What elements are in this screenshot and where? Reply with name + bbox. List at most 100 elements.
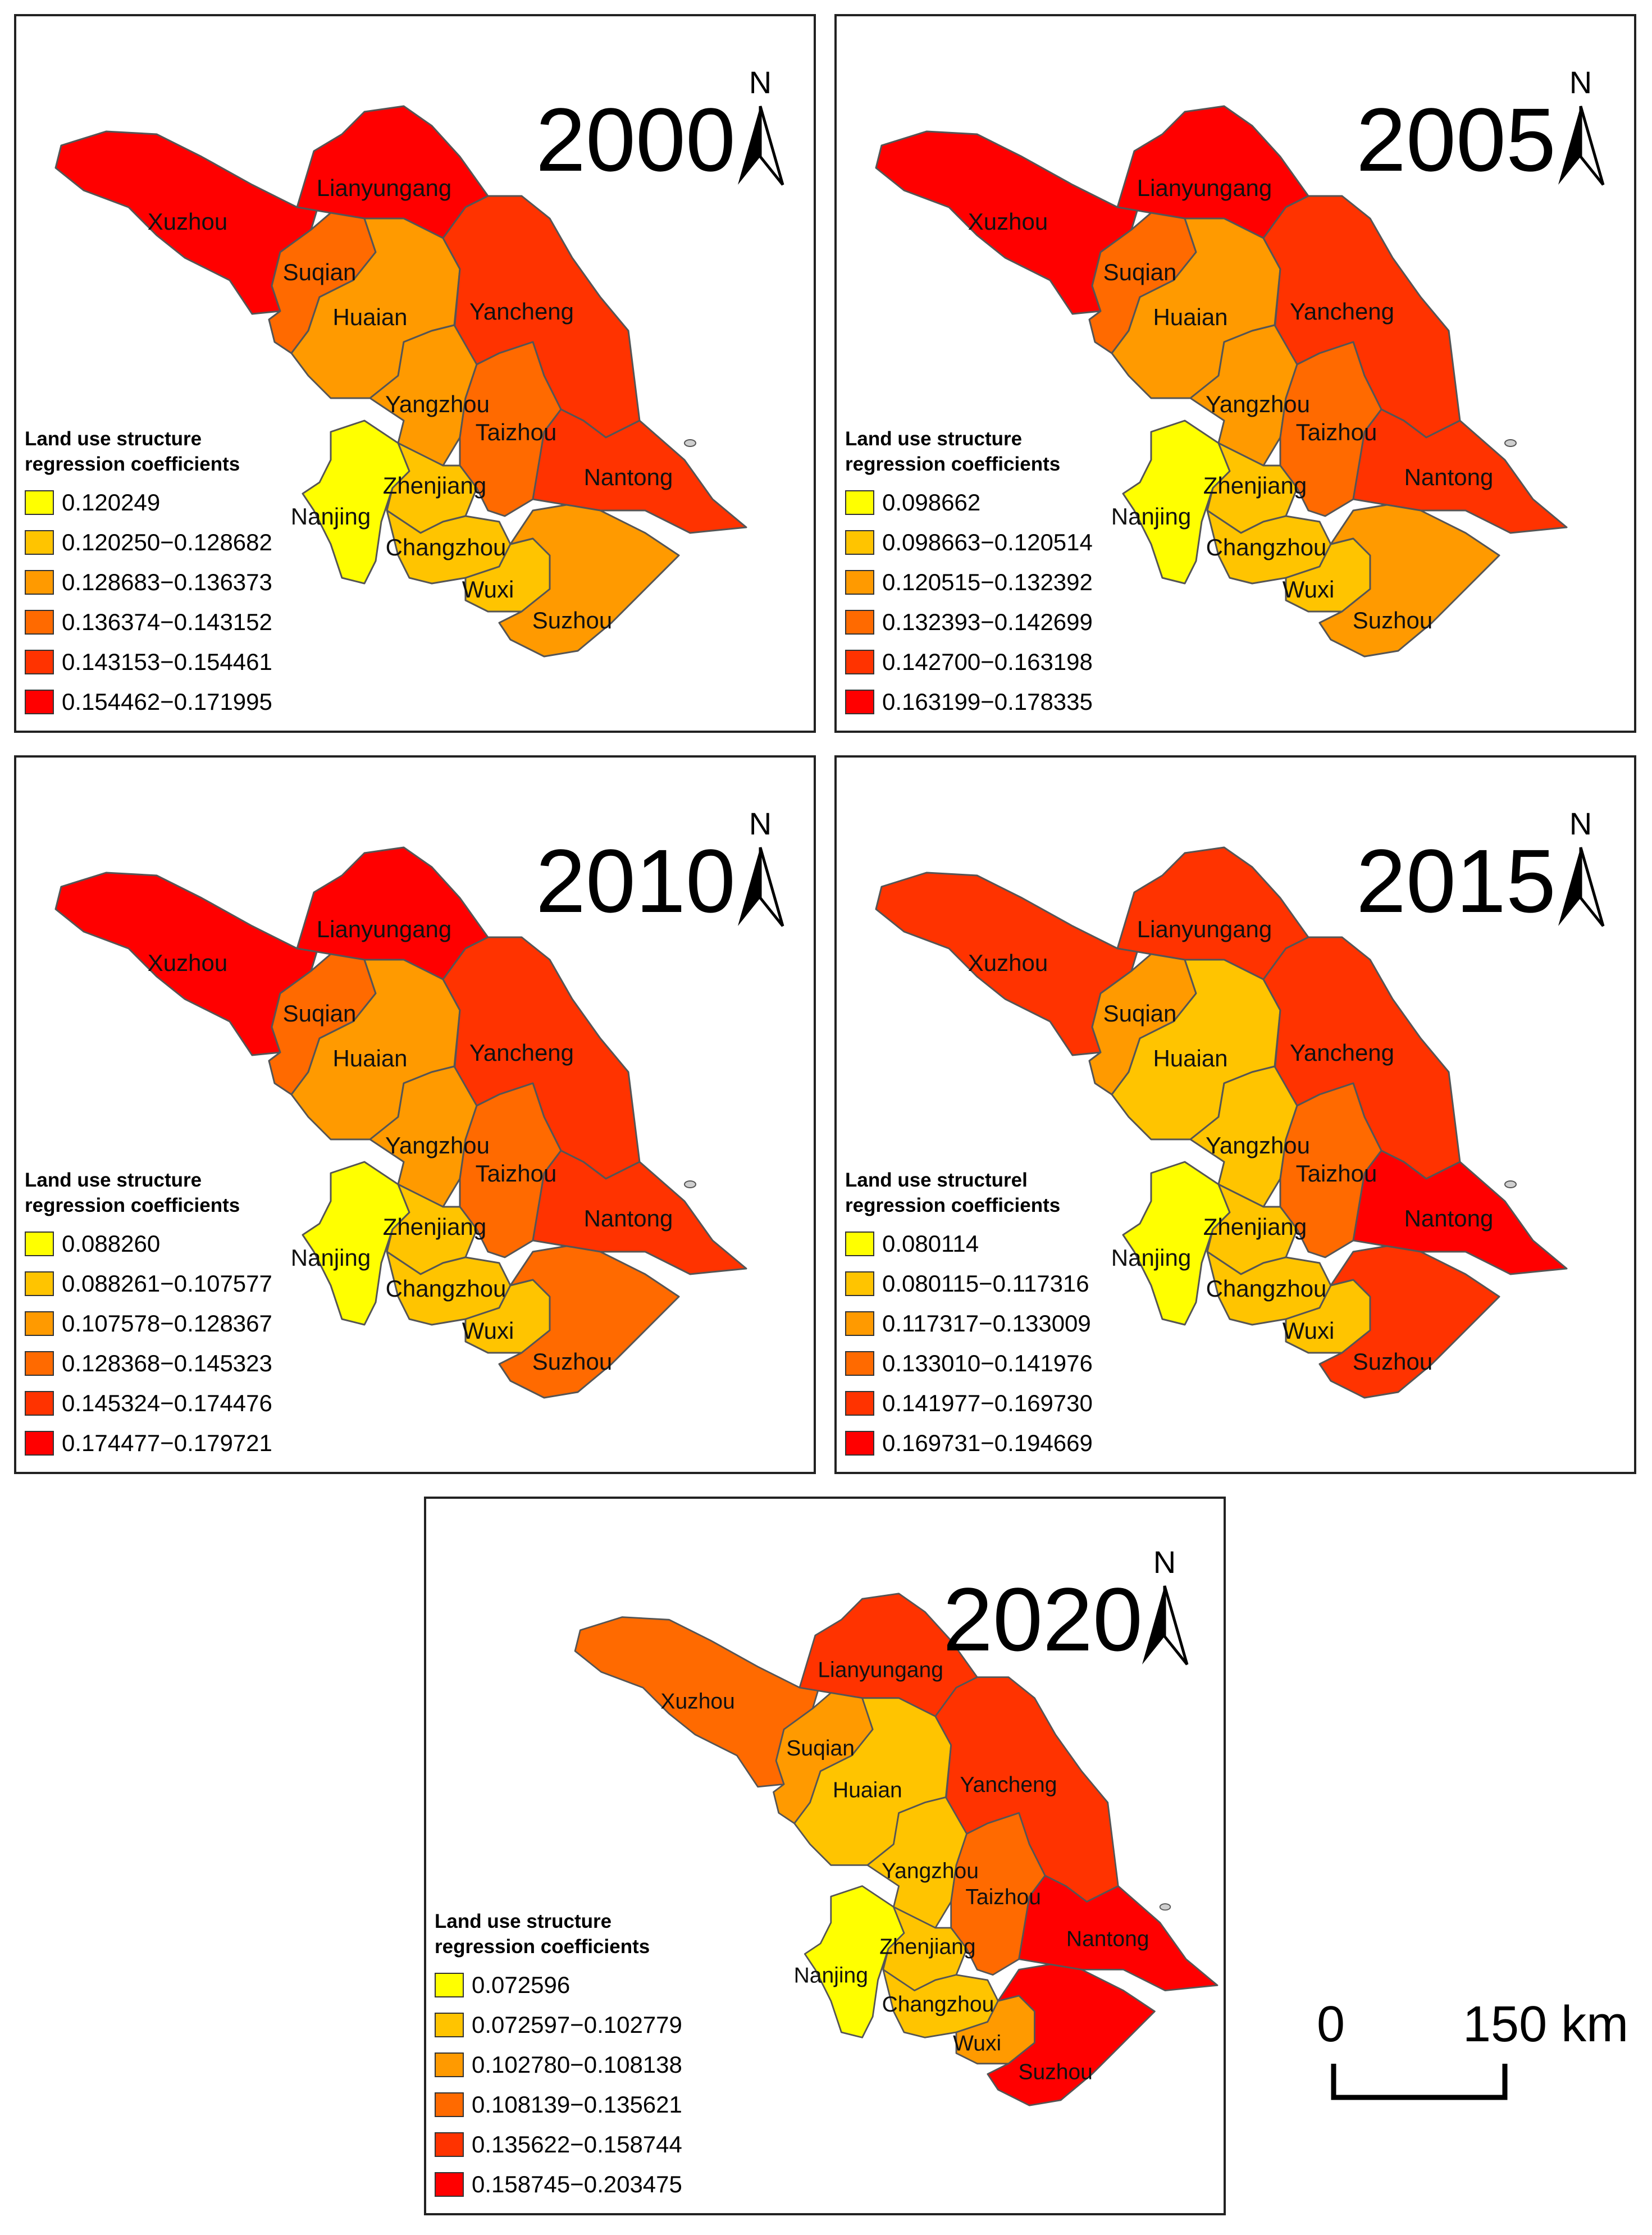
legend-item: 0.133010−0.141976 (845, 1343, 1093, 1383)
region-label-nantong: Nantong (1066, 1927, 1149, 1951)
legend-item: 0.142700−0.163198 (845, 642, 1093, 682)
region-suzhou (498, 504, 680, 658)
legend-item: 0.080115−0.117316 (845, 1264, 1093, 1303)
jiangsu-map: Xuzhou Lianyungang Suqian Huaian Yancheng Yan… (574, 1593, 1219, 2106)
region-label-taizhou: Taizhou (1296, 419, 1377, 445)
legend-swatch (25, 1430, 54, 1456)
legend-swatch (25, 1311, 54, 1336)
legend-swatch (845, 490, 874, 515)
legend-item: 0.135622−0.158744 (435, 2124, 682, 2164)
region-label-nanjing: Nanjing (291, 1244, 371, 1271)
legend-label: 0.072596 (472, 1971, 571, 1998)
legend-title: Land use structure regression coefficient… (435, 1909, 682, 1959)
region-label-wuxi: Wuxi (1283, 1317, 1335, 1344)
north-label: N (1153, 1544, 1176, 1580)
region-label-lianyungang: Lianyungang (1137, 175, 1272, 201)
region-label-suqian: Suqian (786, 1736, 855, 1760)
legend-item: 0.080114 (845, 1224, 1093, 1264)
legend-label: 0.132393−0.142699 (882, 608, 1093, 635)
legend-swatch (25, 569, 54, 595)
region-label-nantong: Nantong (1404, 1205, 1494, 1231)
region-label-yancheng: Yancheng (960, 1773, 1057, 1797)
legend-label: 0.080114 (882, 1230, 979, 1257)
region-label-huaian: Huaian (833, 1778, 902, 1803)
region-label-nantong: Nantong (1404, 464, 1494, 490)
legend-label: 0.174477−0.179721 (62, 1429, 272, 1456)
legend-label: 0.072597−0.102779 (472, 2011, 682, 2038)
legend: Land use structure regression coefficient… (25, 1167, 272, 1463)
region-suzhou (1318, 504, 1500, 658)
region-label-suqian: Suqian (283, 259, 357, 285)
region-label-yancheng: Yancheng (469, 298, 574, 325)
legend-label: 0.088260 (62, 1230, 161, 1257)
legend-item: 0.108139−0.135621 (435, 2085, 682, 2124)
region-label-changzhou: Changzhou (386, 534, 506, 560)
region-nantong (532, 1150, 747, 1275)
region-label-changzhou: Changzhou (882, 1992, 994, 2017)
region-label-xuzhou: Xuzhou (148, 208, 227, 235)
region-label-lianyungang: Lianyungang (317, 916, 452, 942)
legend-label: 0.088261−0.107577 (62, 1270, 272, 1297)
legend-item: 0.143153−0.154461 (25, 642, 272, 682)
legend-swatch (845, 689, 874, 714)
legend-title-line: regression coefficients (845, 1194, 1061, 1216)
legend-label: 0.098663−0.120514 (882, 528, 1093, 555)
legend-label: 0.133010−0.141976 (882, 1349, 1093, 1376)
legend: Land use structure regression coefficient… (25, 426, 272, 722)
legend-item: 0.169731−0.194669 (845, 1423, 1093, 1463)
legend-title-line: regression coefficients (25, 1194, 240, 1216)
legend-label: 0.102780−0.108138 (472, 2051, 682, 2078)
legend-swatch (435, 2132, 464, 2157)
region-label-taizhou: Taizhou (965, 1885, 1041, 1909)
region-label-zhenjiang: Zhenjiang (1203, 472, 1307, 499)
north-label: N (749, 65, 772, 100)
region-label-nantong: Nantong (584, 464, 673, 490)
region-label-changzhou: Changzhou (1206, 1275, 1327, 1302)
legend: Land use structure regression coefficient… (435, 1909, 682, 2204)
legend-title-line: Land use structure (435, 1910, 612, 1932)
region-label-huaian: Huaian (1153, 304, 1227, 330)
legend-swatch (435, 2012, 464, 2037)
region-label-suqian: Suqian (1103, 1000, 1177, 1027)
legend-item: 0.098662 (845, 482, 1093, 522)
legend-swatch (845, 1231, 874, 1256)
region-label-xuzhou: Xuzhou (968, 950, 1048, 976)
legend: Land use structurel regression coefficien… (845, 1167, 1093, 1463)
region-label-taizhou: Taizhou (476, 1160, 557, 1187)
region-label-yancheng: Yancheng (1290, 1039, 1394, 1066)
legend-swatch (435, 1972, 464, 1997)
region-label-xuzhou: Xuzhou (968, 208, 1048, 235)
region-nantong (532, 408, 747, 534)
jiangsu-map: Xuzhou Lianyungang Suqian Huaian Yancheng Yan… (54, 846, 747, 1399)
legend-item: 0.141977−0.169730 (845, 1383, 1093, 1423)
legend-label: 0.141977−0.169730 (882, 1389, 1093, 1416)
legend-item: 0.120515−0.132392 (845, 562, 1093, 602)
legend-swatch (845, 530, 874, 555)
legend-swatch (845, 569, 874, 595)
legend-title-line: regression coefficients (845, 453, 1061, 475)
legend-swatch (435, 2092, 464, 2117)
legend-label: 0.120249 (62, 489, 161, 516)
legend-item: 0.088260 (25, 1224, 272, 1264)
region-label-huaian: Huaian (332, 304, 407, 330)
region-label-yangzhou: Yangzhou (385, 391, 490, 417)
legend-swatch (25, 609, 54, 635)
region-label-suzhou: Suzhou (532, 607, 612, 633)
map-panel-2015: Xuzhou Lianyungang Suqian Huaian Yancheng Yan… (834, 755, 1636, 1474)
legend-title: Land use structure regression coefficient… (845, 426, 1093, 477)
legend-item: 0.088261−0.107577 (25, 1264, 272, 1303)
map-panel-2005: Xuzhou Lianyungang Suqian Huaian Yancheng Yan… (834, 14, 1636, 733)
region-label-nanjing: Nanjing (794, 1964, 868, 1988)
legend-title-line: regression coefficients (435, 1936, 650, 1958)
north-arrow-icon: N (732, 805, 788, 932)
island-shape (1504, 439, 1517, 447)
legend-swatch (435, 2052, 464, 2077)
legend-swatch (845, 1271, 874, 1296)
legend-swatch (25, 649, 54, 674)
island-shape (684, 439, 696, 447)
jiangsu-map: Xuzhou Lianyungang Suqian Huaian Yancheng Yan… (875, 105, 1568, 658)
legend-label: 0.169731−0.194669 (882, 1429, 1093, 1456)
year-label: 2010 (536, 831, 736, 931)
region-label-wuxi: Wuxi (462, 1317, 514, 1344)
legend-swatch (845, 1351, 874, 1376)
